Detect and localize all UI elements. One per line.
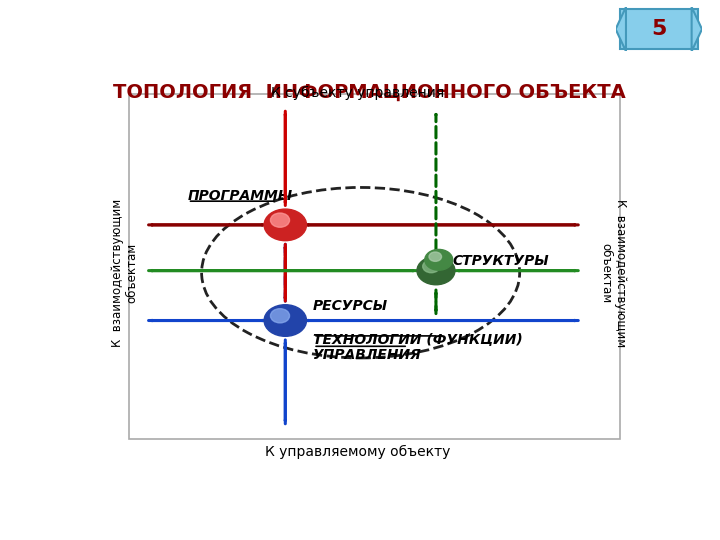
Text: К субъекту управления: К субъекту управления [271, 86, 444, 100]
Polygon shape [692, 7, 702, 51]
Text: ТЕХНОЛОГИИ (ФУНКЦИИ)
УПРАВЛЕНИЯ: ТЕХНОЛОГИИ (ФУНКЦИИ) УПРАВЛЕНИЯ [313, 332, 523, 362]
Circle shape [271, 213, 289, 227]
Polygon shape [616, 7, 626, 51]
Text: К  взаимодействующим
объектам: К взаимодействующим объектам [111, 199, 138, 347]
Text: К управляемому объекту: К управляемому объекту [265, 446, 451, 460]
Circle shape [264, 209, 307, 241]
Circle shape [425, 249, 453, 270]
Circle shape [271, 309, 289, 323]
Text: К  взаимодействующим
объектам: К взаимодействующим объектам [600, 199, 627, 347]
Text: 5: 5 [651, 19, 667, 39]
Circle shape [429, 252, 441, 261]
Circle shape [423, 260, 440, 273]
Text: ПРОГРАММЫ: ПРОГРАММЫ [188, 189, 293, 203]
FancyBboxPatch shape [620, 9, 698, 49]
Text: ТОПОЛОГИЯ  ИНФОРМАЦИОННОГО ОБЪЕКТА: ТОПОЛОГИЯ ИНФОРМАЦИОННОГО ОБЪЕКТА [112, 82, 626, 102]
Circle shape [264, 305, 307, 336]
Text: РЕСУРСЫ: РЕСУРСЫ [313, 299, 388, 313]
FancyBboxPatch shape [129, 94, 620, 439]
Circle shape [417, 256, 455, 285]
Text: СТРУКТУРЫ: СТРУКТУРЫ [453, 254, 549, 268]
